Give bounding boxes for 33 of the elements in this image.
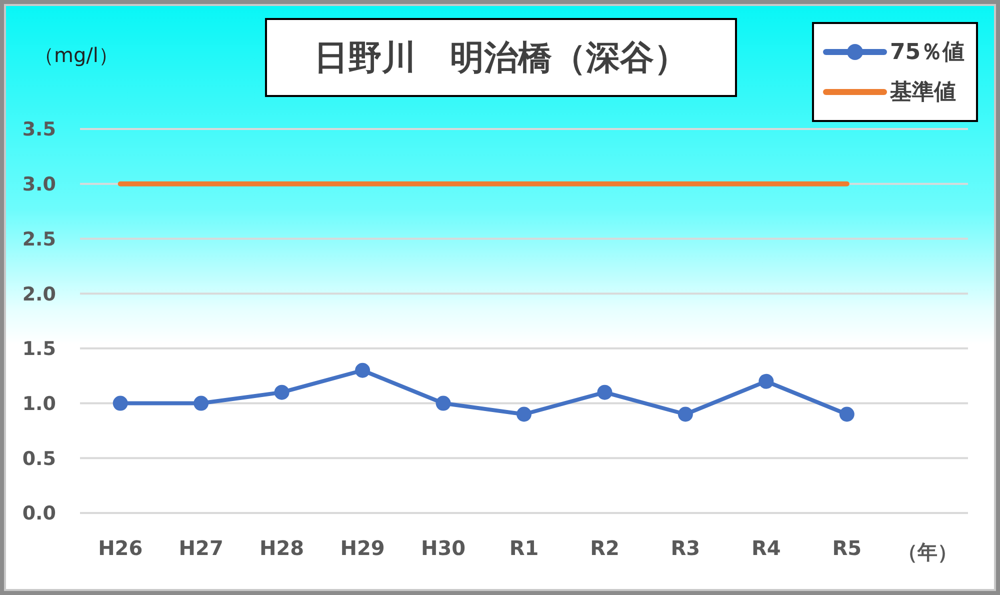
y-tick-label: 0.5 — [22, 448, 56, 470]
legend-label: 75％値 — [890, 39, 965, 67]
point — [516, 406, 532, 422]
x-tick-label: H26 — [98, 536, 143, 560]
x-tick-label: R1 — [509, 536, 539, 560]
x-tick-label: R3 — [670, 536, 700, 560]
point — [758, 374, 774, 389]
point — [436, 396, 451, 411]
x-tick-label: H27 — [178, 536, 224, 560]
y-tick-label: 3.0 — [22, 174, 56, 196]
y-axis-title: （mg/l） — [34, 42, 118, 69]
y-tick-label: 1.5 — [22, 338, 56, 360]
x-tick-label: R4 — [752, 536, 781, 560]
y-tick-label: 3.5 — [22, 118, 56, 141]
y-tick-label: 0.0 — [22, 502, 56, 525]
x-tick-label: H28 — [260, 536, 304, 560]
x-tick-label: H29 — [340, 536, 385, 560]
point — [597, 384, 612, 400]
legend-label: 基準値 — [890, 79, 956, 107]
x-tick-label: R2 — [590, 536, 620, 560]
point — [355, 362, 370, 378]
x-tick-label: H30 — [420, 536, 466, 560]
x-tick-label: R5 — [832, 536, 862, 560]
y-tick-label: 2.5 — [22, 228, 56, 250]
point — [274, 384, 290, 400]
point — [194, 396, 209, 411]
chart-title: 日野川 明治橋（深谷） — [265, 18, 737, 97]
y-tick-label: 2.0 — [22, 283, 56, 306]
point — [839, 406, 854, 422]
point — [678, 406, 693, 422]
y-tick-label: 1.0 — [22, 393, 56, 416]
point — [112, 396, 128, 411]
x-axis-title: （年） — [896, 539, 959, 566]
